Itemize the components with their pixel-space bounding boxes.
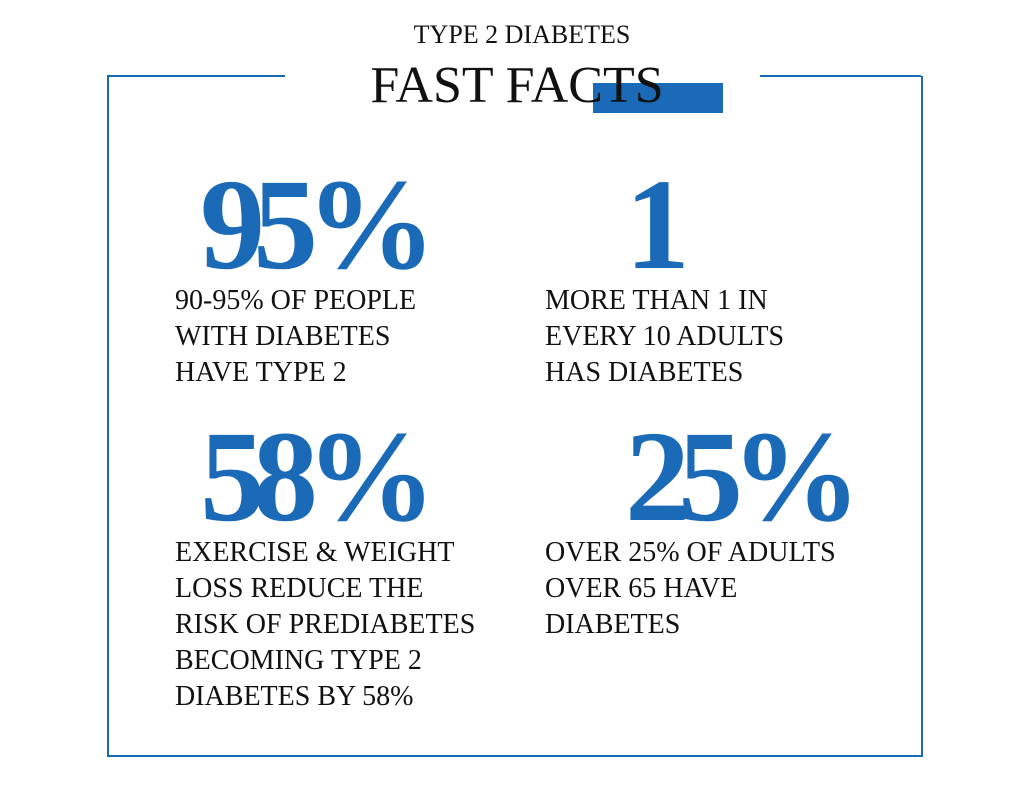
title: FAST FACTS (370, 57, 664, 114)
stat: 95% (200, 153, 436, 297)
stat: 1 (625, 153, 690, 297)
fact-text: OVER 25% OF ADULTS (545, 537, 836, 568)
fact-text: HAS DIABETES (545, 357, 744, 388)
accent-bar (593, 83, 723, 113)
rule (760, 75, 921, 77)
fact-text: RISK OF PREDIABETES (175, 609, 476, 640)
rule (107, 75, 285, 77)
stat: 58% (200, 405, 436, 549)
fact-text: DIABETES (545, 609, 681, 640)
fact-text: EVERY 10 ADULTS (545, 321, 785, 352)
fact-text: OVER 65 HAVE (545, 573, 738, 604)
fact-text: LOSS REDUCE THE (175, 573, 424, 604)
frame (107, 76, 923, 757)
fact-text: BECOMING TYPE 2 (175, 645, 422, 676)
subtitle: TYPE 2 DIABETES (413, 20, 631, 49)
stat: 25% (625, 405, 861, 549)
fact-text: MORE THAN 1 IN (545, 285, 768, 316)
fact-text: DIABETES BY 58% (175, 681, 414, 712)
fact-text: EXERCISE & WEIGHT (175, 537, 455, 568)
fact-text: WITH DIABETES (175, 321, 391, 352)
fact-text: 90-95% OF PEOPLE (175, 285, 417, 316)
fact-text: HAVE TYPE 2 (175, 357, 347, 388)
